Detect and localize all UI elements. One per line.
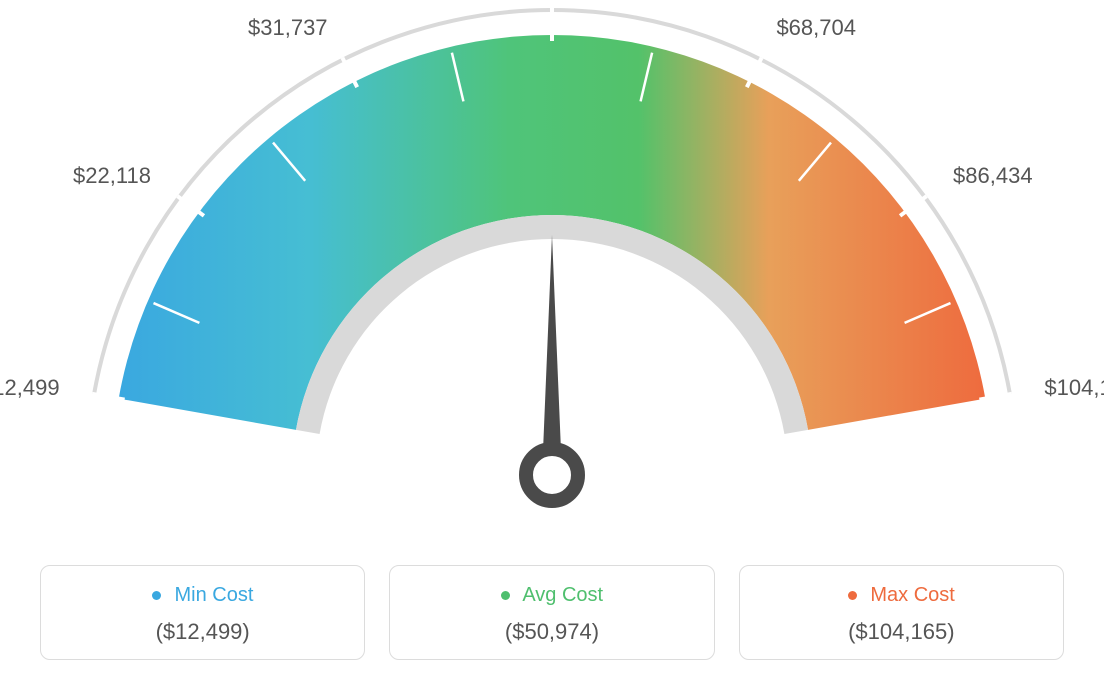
bullet-icon	[152, 591, 161, 600]
legend-title-text: Max Cost	[870, 584, 954, 606]
bullet-icon	[501, 591, 510, 600]
legend-title-text: Avg Cost	[522, 584, 603, 606]
legend-title: Max Cost	[750, 584, 1053, 607]
bullet-icon	[848, 591, 857, 600]
legend-value: ($12,499)	[51, 619, 354, 645]
legend-title: Min Cost	[51, 584, 354, 607]
legend-value: ($50,974)	[400, 619, 703, 645]
scale-label: $12,499	[0, 375, 60, 401]
legend-title: Avg Cost	[400, 584, 703, 607]
scale-label: $104,165	[1044, 375, 1104, 401]
gauge-svg	[0, 0, 1104, 560]
scale-label: $31,737	[248, 15, 328, 41]
scale-label: $86,434	[953, 163, 1033, 189]
legend-card-max: Max Cost ($104,165)	[739, 565, 1064, 660]
legend-row: Min Cost ($12,499) Avg Cost ($50,974) Ma…	[0, 565, 1104, 660]
legend-card-min: Min Cost ($12,499)	[40, 565, 365, 660]
legend-card-avg: Avg Cost ($50,974)	[389, 565, 714, 660]
gauge-area: $12,499$22,118$31,737$50,974$68,704$86,4…	[0, 0, 1104, 520]
scale-label: $68,704	[776, 15, 856, 41]
chart-container: $12,499$22,118$31,737$50,974$68,704$86,4…	[0, 0, 1104, 690]
legend-title-text: Min Cost	[174, 584, 253, 606]
scale-label: $22,118	[73, 163, 151, 189]
legend-value: ($104,165)	[750, 619, 1053, 645]
